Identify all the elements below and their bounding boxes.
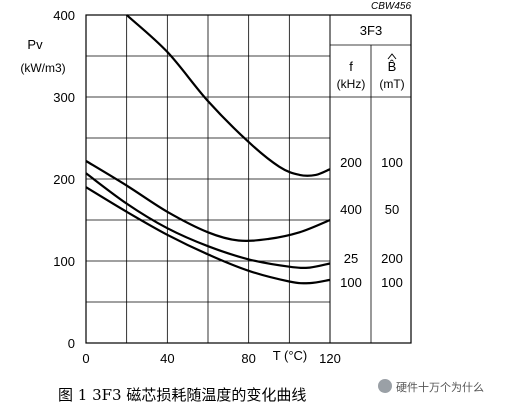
y-axis-label-unit: (kW/m3) bbox=[20, 61, 65, 75]
y-tick-label: 400 bbox=[53, 8, 75, 23]
y-tick-label: 0 bbox=[68, 336, 75, 351]
y-tick-label: 200 bbox=[53, 172, 75, 187]
chart-curves bbox=[85, 14, 331, 285]
watermark-text: 硬件十万个为什么 bbox=[396, 381, 484, 394]
y-axis-label-main: Pv bbox=[27, 37, 43, 52]
curve-25khz-200mt bbox=[85, 172, 331, 270]
x-axis-label: T (°C) bbox=[273, 348, 308, 363]
table-col1-header: f bbox=[349, 59, 353, 74]
legend-f-value: 100 bbox=[340, 275, 362, 290]
legend-b-value: 200 bbox=[381, 251, 403, 266]
curve-200khz-100mt bbox=[125, 14, 331, 177]
b-hat-caret-icon bbox=[387, 53, 397, 60]
x-tick-label: 120 bbox=[319, 351, 341, 366]
legend-f-value: 200 bbox=[340, 155, 362, 170]
legend-b-value: 100 bbox=[381, 155, 403, 170]
y-tick-label: 100 bbox=[53, 254, 75, 269]
table-col2-unit: (mT) bbox=[379, 77, 404, 91]
chart-tick-labels: 0 100 200 300 400 0 40 80 120 bbox=[53, 8, 341, 366]
legend-b-value: 100 bbox=[381, 275, 403, 290]
x-tick-label: 0 bbox=[82, 351, 89, 366]
table-col1-unit: (kHz) bbox=[337, 77, 366, 91]
y-tick-label: 300 bbox=[53, 90, 75, 105]
plot-border bbox=[85, 14, 412, 344]
curve-400khz-50mt bbox=[85, 160, 331, 242]
legend-f-value: 25 bbox=[344, 251, 358, 266]
x-tick-label: 80 bbox=[241, 351, 255, 366]
figure-caption: 图 1 3F3 磁芯损耗随温度的变化曲线 bbox=[58, 386, 307, 404]
legend-b-value: 50 bbox=[385, 202, 399, 217]
figure-code: CBW456 bbox=[371, 1, 411, 12]
chart-grid bbox=[86, 15, 330, 343]
x-tick-label: 40 bbox=[160, 351, 174, 366]
watermark-logo-icon bbox=[378, 379, 392, 393]
chart-title: 3F3 bbox=[360, 23, 382, 38]
legend-f-value: 400 bbox=[340, 202, 362, 217]
table-col2-header: B̂ bbox=[388, 59, 397, 74]
curve-100khz-100mt bbox=[85, 186, 331, 285]
chart-frame bbox=[85, 14, 412, 344]
legend-rows: 200 100 400 50 25 200 100 100 bbox=[340, 155, 403, 290]
